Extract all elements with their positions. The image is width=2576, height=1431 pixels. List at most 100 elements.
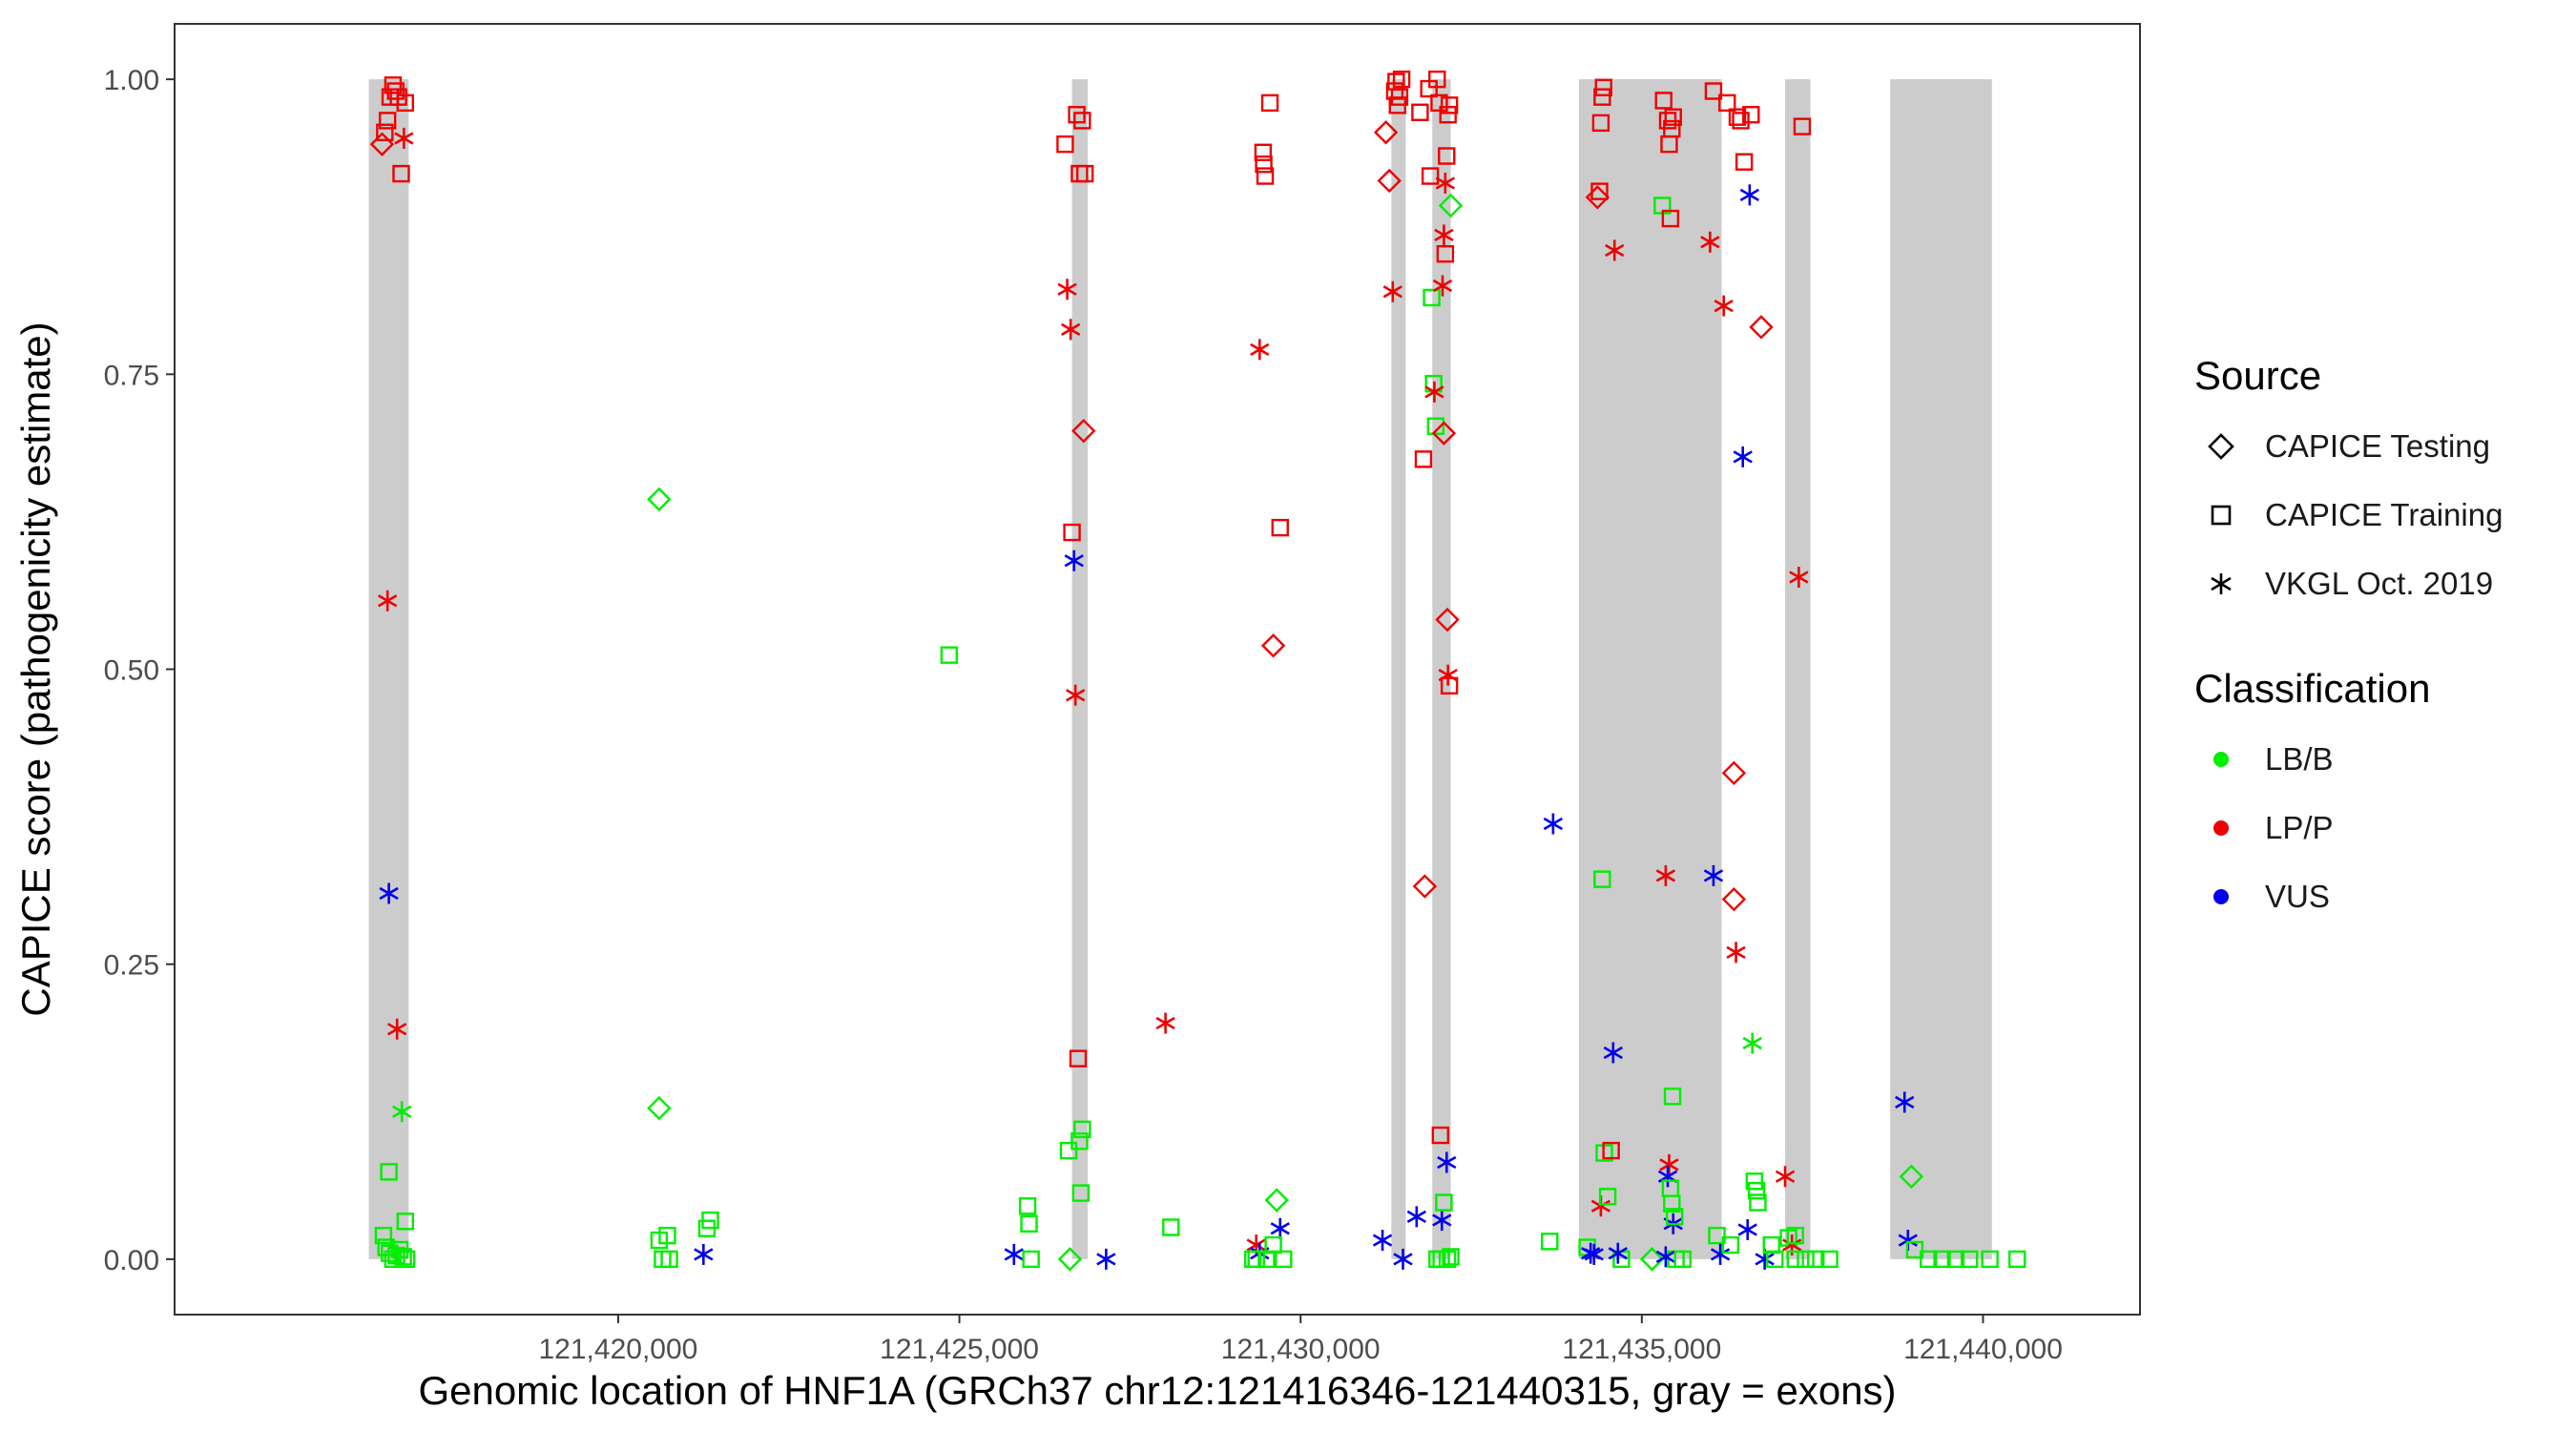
point-square xyxy=(1742,106,1760,124)
point-square xyxy=(2008,1250,2026,1269)
point-square xyxy=(1020,1214,1038,1233)
point-diamond xyxy=(1639,1247,1665,1272)
point-square xyxy=(1431,1126,1450,1145)
y-tick-label: 0.25 xyxy=(104,950,159,982)
legend-label: CAPICE Training xyxy=(2265,497,2503,532)
point-square xyxy=(386,82,405,100)
point-square xyxy=(1421,167,1440,185)
point-asterisk xyxy=(1655,864,1676,886)
point-asterisk xyxy=(1372,1230,1393,1252)
point-asterisk xyxy=(1155,1012,1175,1034)
legend-label: VUS xyxy=(2265,879,2330,914)
point-asterisk xyxy=(1655,1246,1676,1268)
point-square xyxy=(1271,518,1289,537)
legend-label: LB/B xyxy=(2265,741,2334,777)
point-asterisk xyxy=(1703,864,1724,886)
point-square xyxy=(396,1213,414,1231)
asterisk-icon xyxy=(2194,557,2248,611)
point-square xyxy=(397,1250,416,1269)
point-square xyxy=(392,164,410,183)
point-asterisk xyxy=(1710,1243,1731,1265)
point-square xyxy=(1590,182,1609,200)
point-square xyxy=(1022,1250,1040,1269)
y-axis: 0.00 0.25 0.50 0.75 1.00 xyxy=(104,65,175,1276)
x-tick-label: 121,440,000 xyxy=(1903,1334,2063,1365)
point-square xyxy=(380,1163,398,1181)
point-diamond xyxy=(1435,607,1460,633)
point-square xyxy=(1718,93,1736,113)
point-diamond xyxy=(1438,193,1464,218)
exon-band-4 xyxy=(1432,79,1451,1259)
point-square xyxy=(1946,1250,1965,1269)
legend-item-capice-testing: CAPICE Testing xyxy=(2194,412,2566,481)
point-asterisk xyxy=(1605,239,1625,261)
point-asterisk xyxy=(1382,280,1402,302)
square-icon xyxy=(2194,488,2248,542)
point-square xyxy=(1056,135,1074,154)
point-diamond xyxy=(1749,315,1774,340)
point-asterisk xyxy=(1584,1243,1604,1265)
point-square xyxy=(701,1211,719,1230)
point-square xyxy=(1423,288,1441,307)
exon-band-3 xyxy=(1391,79,1406,1259)
legend-label: CAPICE Testing xyxy=(2265,428,2490,464)
dot-icon xyxy=(2194,733,2248,786)
point-diamond xyxy=(1899,1164,1924,1189)
legend-item-lbb: LB/B xyxy=(2194,725,2566,794)
point-square xyxy=(1442,1248,1460,1266)
legend-item-capice-training: CAPICE Training xyxy=(2194,481,2566,550)
point-square xyxy=(1435,1193,1453,1212)
point-square xyxy=(1438,1250,1457,1269)
point-square xyxy=(1747,1181,1766,1200)
point-asterisk xyxy=(379,882,399,904)
point-square xyxy=(1255,155,1273,174)
legend-classification: Classification LB/B LP/P VUS xyxy=(2194,666,2566,931)
point-square xyxy=(1665,1208,1684,1226)
point-asterisk xyxy=(1004,1243,1024,1265)
point-asterisk xyxy=(1543,813,1564,835)
point-square xyxy=(1766,1250,1784,1269)
point-square xyxy=(1591,114,1610,133)
point-square xyxy=(1428,70,1446,89)
point-square xyxy=(1663,1194,1681,1213)
point-asterisk xyxy=(1250,339,1270,361)
point-diamond xyxy=(647,487,672,512)
point-square xyxy=(940,646,959,664)
point-square xyxy=(1593,870,1611,888)
point-square xyxy=(1162,1218,1180,1236)
point-asterisk xyxy=(1393,1248,1413,1270)
point-square xyxy=(1068,106,1086,124)
point-square xyxy=(374,1226,393,1245)
point-diamond xyxy=(647,1095,672,1121)
point-square xyxy=(1436,244,1455,263)
point-square xyxy=(1018,1197,1037,1215)
legend-classification-title: Classification xyxy=(2194,666,2431,711)
point-asterisk xyxy=(1714,295,1734,317)
point-asterisk xyxy=(694,1243,714,1265)
diamond-icon xyxy=(2194,420,2248,473)
x-tick-label: 121,430,000 xyxy=(1221,1334,1381,1365)
point-square xyxy=(376,123,394,141)
data-points xyxy=(369,70,2026,1272)
point-asterisk xyxy=(1406,1206,1426,1228)
legend-source: Source CAPICE Testing CAPICE Training VK… xyxy=(2194,353,2566,618)
point-square xyxy=(1594,78,1612,96)
point-square xyxy=(1073,112,1091,130)
point-square xyxy=(1933,1250,1951,1269)
point-square xyxy=(1256,167,1275,185)
point-asterisk xyxy=(1061,319,1081,341)
point-asterisk xyxy=(1700,231,1720,253)
point-asterisk xyxy=(387,1018,407,1040)
point-square xyxy=(1598,1188,1617,1206)
point-square xyxy=(658,1226,676,1245)
point-square xyxy=(1260,93,1279,113)
x-tick-label: 121,435,000 xyxy=(1562,1334,1721,1365)
point-asterisk xyxy=(1742,1032,1762,1054)
point-square xyxy=(396,93,414,113)
point-square xyxy=(1663,1088,1682,1106)
point-square xyxy=(1059,1141,1078,1160)
point-square xyxy=(1905,1240,1924,1259)
point-square xyxy=(1392,70,1411,89)
exon-band-5 xyxy=(1579,79,1722,1259)
